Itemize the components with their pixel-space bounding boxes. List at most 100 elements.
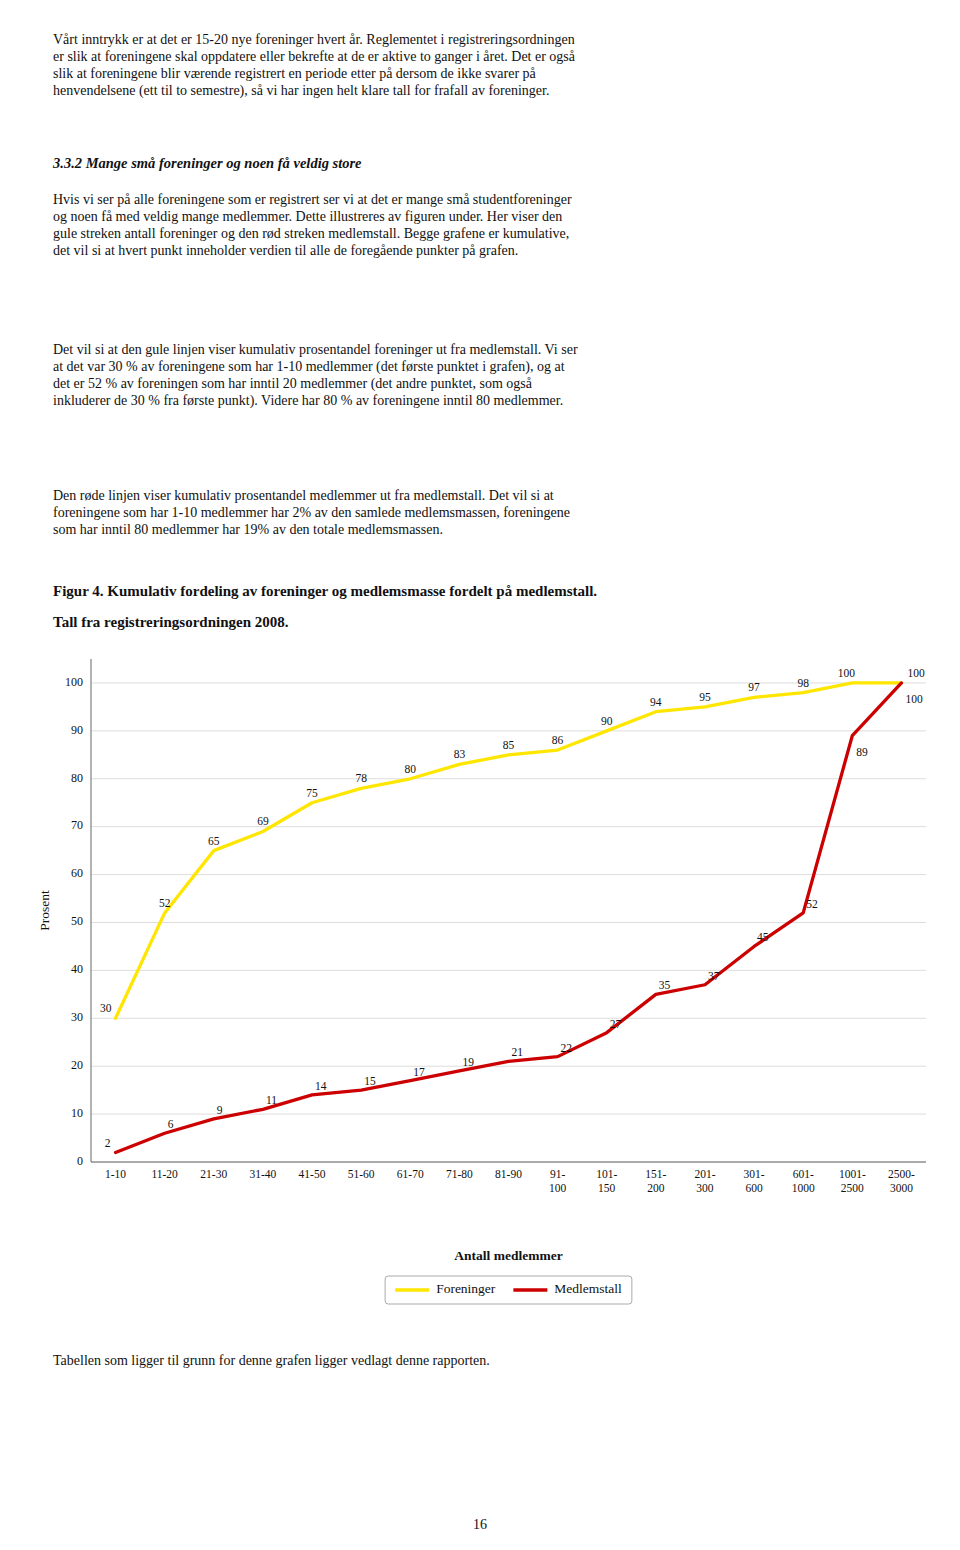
data-label: 80 bbox=[405, 763, 417, 775]
legend-frame bbox=[385, 1276, 632, 1304]
x-tick-line: 600 bbox=[745, 1182, 763, 1194]
data-label: 95 bbox=[699, 691, 711, 703]
x-tick-line: 1000 bbox=[792, 1182, 815, 1194]
data-label: 97 bbox=[748, 681, 760, 693]
legend-swatch bbox=[395, 1288, 429, 1291]
data-label: 22 bbox=[561, 1042, 573, 1054]
data-label: 69 bbox=[257, 815, 269, 827]
y-tick-label: 40 bbox=[71, 962, 83, 976]
data-label: 30 bbox=[100, 1002, 112, 1014]
x-tick-label: 31-40 bbox=[249, 1168, 276, 1180]
body-text: Vårt inntrykk er at det er 15-20 nye for… bbox=[53, 31, 575, 99]
y-tick-label: 10 bbox=[71, 1106, 83, 1120]
x-tick-label: 2500- 3000 bbox=[888, 1168, 915, 1194]
x-tick-line: 21-30 bbox=[200, 1168, 227, 1180]
data-label: 98 bbox=[797, 677, 809, 689]
data-label: 94 bbox=[650, 696, 662, 708]
data-label: 19 bbox=[462, 1056, 474, 1068]
body-text: Hvis vi ser på alle foreningene som er r… bbox=[53, 191, 572, 259]
x-tick-label: 1001- 2500 bbox=[839, 1168, 866, 1194]
data-label: 45 bbox=[757, 931, 769, 943]
grid-line bbox=[91, 874, 926, 875]
data-label: 100 bbox=[838, 667, 856, 679]
data-label: 9 bbox=[217, 1104, 223, 1116]
x-tick-line: 1001- bbox=[839, 1168, 866, 1180]
data-label: 75 bbox=[306, 787, 318, 799]
x-tick-line: 1-10 bbox=[105, 1168, 126, 1180]
y-tick-label: 50 bbox=[71, 914, 83, 928]
grid-line bbox=[91, 826, 926, 827]
data-label: 11 bbox=[266, 1094, 277, 1106]
data-label: 86 bbox=[552, 734, 564, 746]
data-label: 14 bbox=[315, 1080, 327, 1092]
x-tick-line: 100 bbox=[549, 1182, 567, 1194]
body-text: Tabellen som ligger til grunn for denne … bbox=[53, 1352, 490, 1369]
x-tick-line: 151- bbox=[645, 1168, 666, 1180]
data-label: 78 bbox=[355, 772, 367, 784]
grid-line bbox=[91, 1018, 926, 1019]
x-tick-line: 61-70 bbox=[397, 1168, 424, 1180]
grid-line bbox=[91, 1162, 926, 1163]
chart-title: Figur 4. Kumulativ fordeling av forening… bbox=[53, 583, 597, 600]
x-tick-label: 51-60 bbox=[348, 1168, 375, 1180]
data-label: 2 bbox=[105, 1137, 111, 1149]
data-label: 35 bbox=[659, 979, 671, 991]
x-tick-label: 201- 300 bbox=[694, 1168, 715, 1194]
data-label: 21 bbox=[512, 1046, 524, 1058]
x-tick-line: 2500 bbox=[841, 1182, 864, 1194]
x-tick-line: 300 bbox=[696, 1182, 714, 1194]
data-label: 27 bbox=[610, 1018, 622, 1030]
y-axis-label: Prosent bbox=[37, 890, 52, 931]
data-label: 65 bbox=[208, 835, 220, 847]
grid-line bbox=[91, 1066, 926, 1067]
data-label: 85 bbox=[503, 739, 515, 751]
x-tick-label: 81-90 bbox=[495, 1168, 522, 1180]
x-tick-label: 21-30 bbox=[200, 1168, 227, 1180]
x-tick-label: 1-10 bbox=[105, 1168, 126, 1180]
page-number: 16 bbox=[0, 1516, 960, 1533]
x-tick-line: 201- bbox=[694, 1168, 715, 1180]
y-tick-label: 0 bbox=[77, 1154, 83, 1168]
x-tick-line: 41-50 bbox=[299, 1168, 326, 1180]
y-tick-label: 30 bbox=[71, 1010, 83, 1024]
x-tick-line: 601- bbox=[793, 1168, 814, 1180]
x-tick-line: 101- bbox=[596, 1168, 617, 1180]
data-label: 52 bbox=[806, 898, 818, 910]
x-tick-line: 91- bbox=[550, 1168, 566, 1180]
legend-label: Foreninger bbox=[436, 1281, 496, 1296]
y-tick-label: 90 bbox=[71, 723, 83, 737]
x-axis-label: Antall medlemmer bbox=[454, 1248, 562, 1263]
series-line bbox=[116, 683, 902, 1152]
x-tick-label: 101-150 bbox=[596, 1168, 617, 1194]
x-tick-line: 11-20 bbox=[151, 1168, 178, 1180]
section-heading: 3.3.2 Mange små foreninger og noen få ve… bbox=[53, 155, 362, 172]
y-tick-label: 70 bbox=[71, 818, 83, 832]
legend-swatch bbox=[513, 1288, 547, 1291]
data-label: 6 bbox=[168, 1118, 174, 1130]
x-tick-label: 151- 200 bbox=[645, 1168, 666, 1194]
y-axis bbox=[91, 659, 92, 1162]
x-tick-line: 3000 bbox=[890, 1182, 913, 1194]
data-label: 37 bbox=[708, 970, 720, 982]
x-tick-line: 81-90 bbox=[495, 1168, 522, 1180]
grid-line bbox=[91, 970, 926, 971]
y-tick-label: 100 bbox=[65, 675, 83, 689]
chart: 01020304050607080901001-1011-2021-3031-4… bbox=[0, 0, 960, 1550]
data-label: 90 bbox=[601, 715, 613, 727]
data-label: 89 bbox=[856, 746, 868, 758]
x-tick-label: 71-80 bbox=[446, 1168, 473, 1180]
x-tick-line: 200 bbox=[647, 1182, 665, 1194]
legend-label: Medlemstall bbox=[554, 1281, 622, 1296]
x-axis bbox=[91, 1162, 926, 1163]
data-label: 17 bbox=[413, 1066, 425, 1078]
data-label: 15 bbox=[364, 1075, 376, 1087]
series-line bbox=[116, 683, 902, 1018]
y-tick-label: 60 bbox=[71, 866, 83, 880]
x-tick-line: 2500- bbox=[888, 1168, 915, 1180]
x-tick-label: 61-70 bbox=[397, 1168, 424, 1180]
body-text: Den røde linjen viser kumulativ prosenta… bbox=[53, 487, 570, 538]
x-tick-line: 51-60 bbox=[348, 1168, 375, 1180]
body-text: Det vil si at den gule linjen viser kumu… bbox=[53, 341, 578, 409]
data-label: 83 bbox=[454, 748, 466, 760]
legend: Foreninger Medlemstall bbox=[385, 1276, 632, 1304]
